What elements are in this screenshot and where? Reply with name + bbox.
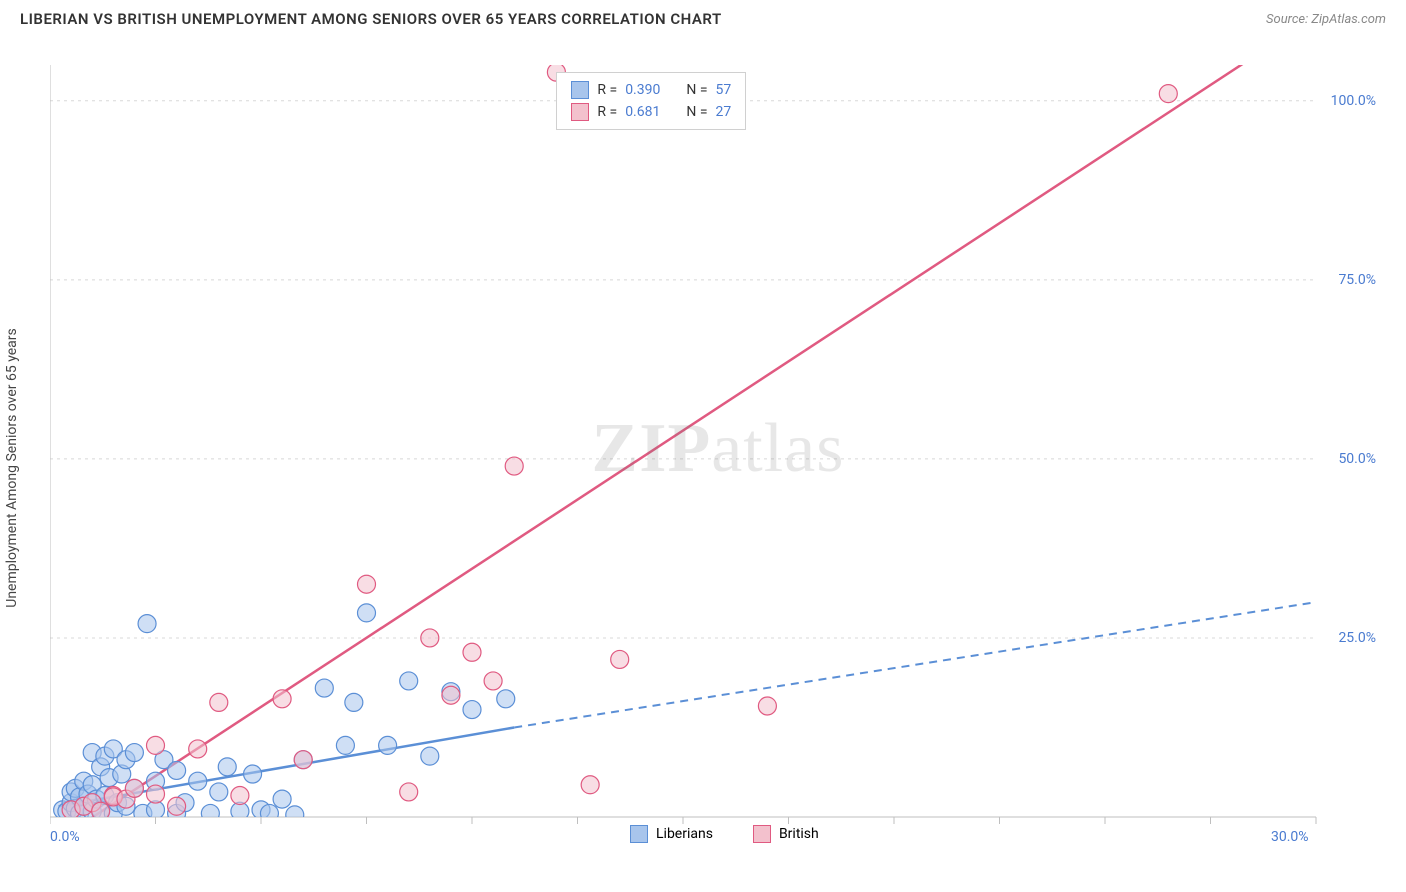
n-value: 57: [716, 82, 732, 98]
chart-source: Source: ZipAtlas.com: [1266, 12, 1386, 27]
legend-label: Liberians: [656, 826, 713, 842]
stats-row-british: R = 0.681 N = 27: [571, 101, 731, 123]
legend-swatch-icon: [571, 103, 589, 121]
r-label: R =: [597, 82, 617, 98]
x-axis-max-label: 30.0%: [1271, 829, 1309, 845]
n-label: N =: [686, 104, 707, 120]
r-value: 0.681: [625, 104, 660, 120]
legend-label: British: [779, 826, 819, 842]
r-value: 0.390: [625, 82, 660, 98]
n-value: 27: [716, 104, 732, 120]
chart-area: ZIPatlas R =0.390N =57R =0.681N =27 25.0…: [50, 45, 1386, 852]
y-tick-label: 50.0%: [1338, 451, 1376, 467]
y-axis-label: Unemployment Among Seniors over 65 years: [4, 328, 20, 608]
correlation-stats-legend: R = 0.390 N = 57 R = 0.681 N = 27: [556, 72, 746, 130]
n-label: N =: [686, 82, 707, 98]
series-legend: Liberians British: [630, 825, 819, 843]
chart-header: LIBERIAN VS BRITISH UNEMPLOYMENT AMONG S…: [0, 0, 1406, 36]
chart-title: LIBERIAN VS BRITISH UNEMPLOYMENT AMONG S…: [20, 10, 722, 28]
legend-swatch-icon: [753, 825, 771, 843]
r-label: R =: [597, 104, 617, 120]
y-tick-label: 100.0%: [1331, 93, 1376, 109]
x-axis-min-label: 0.0%: [50, 829, 80, 845]
legend-item-liberians: Liberians: [630, 825, 713, 843]
scatter-plot-svg: [50, 45, 1386, 852]
stats-row-liberians: R = 0.390 N = 57: [571, 79, 731, 101]
y-tick-label: 25.0%: [1338, 630, 1376, 646]
legend-item-british: British: [753, 825, 819, 843]
legend-swatch-icon: [571, 81, 589, 99]
y-tick-label: 75.0%: [1338, 272, 1376, 288]
legend-swatch-icon: [630, 825, 648, 843]
